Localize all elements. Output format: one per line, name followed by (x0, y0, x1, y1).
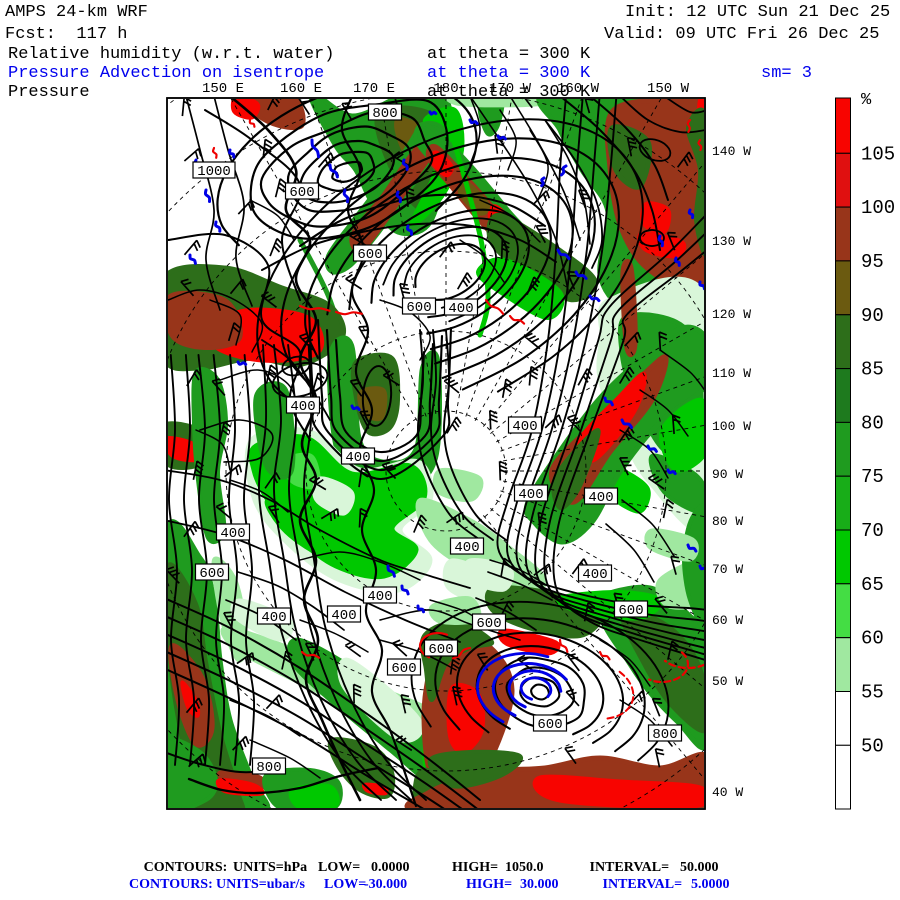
svg-text:INTERVAL=: INTERVAL= (603, 877, 683, 892)
svg-text:400: 400 (367, 589, 392, 605)
svg-text:CONTOURS:: CONTOURS: (129, 877, 213, 892)
svg-text:600: 600 (428, 642, 453, 658)
svg-text:400: 400 (331, 608, 356, 624)
svg-text:160 E: 160 E (280, 81, 322, 97)
svg-text:90 W: 90 W (712, 467, 743, 482)
svg-text:600: 600 (391, 661, 416, 677)
svg-text:sm= 3: sm= 3 (761, 64, 812, 83)
svg-text:600: 600 (537, 717, 562, 733)
svg-text:400: 400 (588, 490, 613, 506)
svg-text:70: 70 (861, 520, 884, 542)
svg-text:400: 400 (454, 540, 479, 556)
svg-text:600: 600 (199, 566, 224, 582)
svg-text:110 W: 110 W (712, 366, 751, 381)
svg-text:UNITS=ubar/s: UNITS=ubar/s (216, 877, 305, 892)
svg-text:95: 95 (861, 251, 884, 273)
svg-text:50 W: 50 W (712, 674, 743, 689)
svg-text:0.0000: 0.0000 (371, 860, 410, 875)
svg-text:400: 400 (518, 487, 543, 503)
svg-text:800: 800 (652, 727, 677, 743)
svg-text:100: 100 (861, 197, 895, 219)
svg-text:160 W: 160 W (557, 81, 600, 97)
svg-text:170 E: 170 E (353, 81, 395, 97)
svg-text:140 W: 140 W (712, 144, 751, 159)
svg-text:400: 400 (448, 301, 473, 317)
svg-text:100 W: 100 W (712, 419, 751, 434)
svg-text:120 W: 120 W (712, 307, 751, 322)
svg-text:INTERVAL=: INTERVAL= (590, 860, 670, 875)
svg-text:400: 400 (512, 419, 537, 435)
svg-text:130 W: 130 W (712, 234, 751, 249)
svg-text:400: 400 (290, 399, 315, 415)
svg-text:Valid: 09 UTC Fri 26 Dec 25: Valid: 09 UTC Fri 26 Dec 25 (604, 25, 879, 44)
svg-text:AMPS 24-km WRF: AMPS 24-km WRF (5, 3, 148, 22)
svg-text:75: 75 (861, 466, 884, 488)
svg-text:LOW=: LOW= (324, 877, 366, 892)
svg-text:55: 55 (861, 681, 884, 703)
svg-text:150 E: 150 E (202, 81, 244, 97)
svg-text:180: 180 (433, 81, 458, 97)
svg-text:60 W: 60 W (712, 613, 743, 628)
svg-text:65: 65 (861, 574, 884, 596)
svg-text:170 W: 170 W (489, 81, 532, 97)
svg-text:600: 600 (618, 603, 643, 619)
svg-text:Pressure Advection on isentrop: Pressure Advection on isentrope (8, 64, 324, 83)
svg-text:50.000: 50.000 (680, 860, 719, 875)
svg-text:400: 400 (220, 526, 245, 542)
svg-text:Fcst: 117 h: Fcst: 117 h (5, 25, 127, 44)
svg-text:600: 600 (476, 616, 501, 632)
svg-text:60: 60 (861, 628, 884, 650)
svg-text:5.0000: 5.0000 (691, 877, 730, 892)
svg-text:Init: 12 UTC Sun 21 Dec 25: Init: 12 UTC Sun 21 Dec 25 (625, 3, 890, 22)
svg-text:90: 90 (861, 305, 884, 327)
svg-text:600: 600 (289, 185, 314, 201)
svg-text:at theta = 300 K: at theta = 300 K (427, 45, 591, 64)
svg-text:150 W: 150 W (647, 81, 690, 97)
svg-text:LOW=: LOW= (318, 860, 360, 875)
svg-text:105: 105 (861, 143, 895, 165)
svg-text:400: 400 (345, 450, 370, 466)
svg-text:at theta = 300 K: at theta = 300 K (427, 64, 591, 83)
svg-text:HIGH=: HIGH= (452, 860, 498, 875)
svg-text:80: 80 (861, 412, 884, 434)
svg-text:70 W: 70 W (712, 562, 743, 577)
svg-text:50: 50 (861, 735, 884, 757)
svg-text:80 W: 80 W (712, 514, 743, 529)
svg-text:400: 400 (261, 610, 286, 626)
svg-text:HIGH=: HIGH= (466, 877, 512, 892)
svg-text:600: 600 (406, 300, 431, 316)
svg-text:1050.0: 1050.0 (505, 860, 544, 875)
svg-text:Relative humidity (w.r.t. wate: Relative humidity (w.r.t. water) (8, 45, 334, 64)
svg-text:%: % (861, 91, 872, 110)
svg-text:Pressure: Pressure (8, 83, 90, 102)
svg-text:400: 400 (582, 567, 607, 583)
svg-text:800: 800 (372, 106, 397, 122)
svg-text:CONTOURS:: CONTOURS: (144, 860, 228, 875)
svg-text:600: 600 (357, 247, 382, 263)
svg-text:40 W: 40 W (712, 785, 743, 800)
svg-text:1000: 1000 (197, 164, 231, 180)
svg-text:800: 800 (256, 760, 281, 776)
svg-text:85: 85 (861, 359, 884, 381)
svg-text:-30.000: -30.000 (364, 877, 407, 892)
svg-text:30.000: 30.000 (520, 877, 559, 892)
svg-text:UNITS=hPa: UNITS=hPa (233, 860, 307, 875)
